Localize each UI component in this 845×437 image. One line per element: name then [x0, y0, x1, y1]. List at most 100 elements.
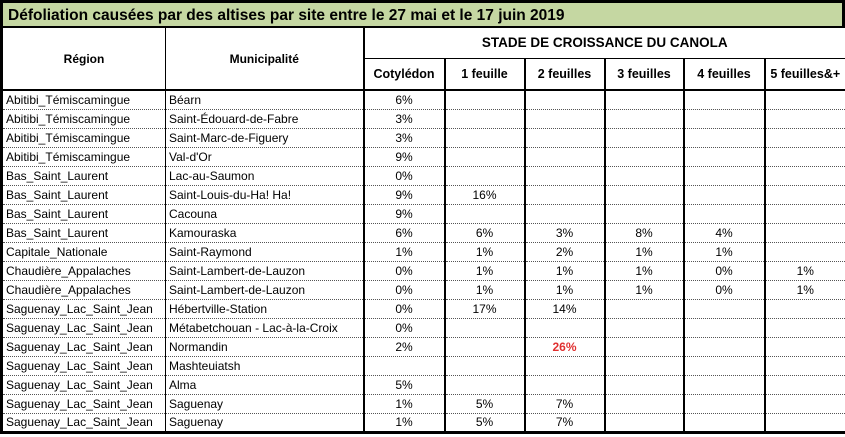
region-cell: Bas_Saint_Laurent [1, 203, 166, 223]
region-cell: Abitibi_Témiscamingue [1, 127, 166, 147]
value-cell [603, 336, 684, 356]
stage-column-header: 2 feuilles [523, 58, 605, 90]
value-cell [603, 374, 684, 394]
municipality-cell: Normandin [165, 336, 365, 356]
value-cell [603, 127, 684, 147]
table-row: Chaudière_Appalaches Saint-Lambert-de-Lau… [1, 260, 845, 280]
value-cell: 0% [362, 298, 445, 318]
value-cell [523, 184, 605, 204]
table-row: Bas_Saint_Laurent Lac-au-Saumon 0% [1, 165, 845, 185]
value-cell: 6% [362, 222, 445, 242]
value-cell: 5% [443, 412, 525, 432]
value-cell: 1% [523, 260, 605, 280]
municipality-cell: Saint-Lambert-de-Lauzon [165, 279, 365, 299]
value-cell [523, 203, 605, 223]
value-cell [443, 374, 525, 394]
value-cell [603, 108, 684, 128]
value-cell: 9% [362, 203, 445, 223]
region-cell: Abitibi_Témiscamingue [1, 108, 166, 128]
value-cell [682, 336, 765, 356]
value-cell: 3% [523, 222, 605, 242]
value-cell: 9% [362, 184, 445, 204]
value-cell: 0% [362, 317, 445, 337]
value-cell: 0% [682, 279, 765, 299]
value-cell [763, 127, 845, 147]
table-header: Région Municipalité STADE DE CROISSANCE … [1, 28, 845, 90]
column-header-region: Région [1, 28, 166, 90]
municipality-cell: Saint-Édouard-de-Fabre [165, 108, 365, 128]
table-body: Abitibi_Témiscamingue Béarn 6% Abitibi_Témi… [1, 90, 845, 432]
stage-column-header: 4 feuilles [682, 58, 765, 90]
region-cell: Bas_Saint_Laurent [1, 184, 166, 204]
table-row: Saguenay_Lac_Saint_Jean Saguenay 1% 5% 7% [1, 393, 845, 413]
column-group-header-stade-croissance: STADE DE CROISSANCE DU CANOLA [363, 28, 845, 59]
table-row: Saguenay_Lac_Saint_Jean Saguenay 1% 5% 7% [1, 412, 845, 432]
value-cell [523, 374, 605, 394]
municipality-cell: Béarn [165, 90, 365, 109]
value-cell [603, 165, 684, 185]
value-cell [763, 336, 845, 356]
value-cell: 0% [362, 279, 445, 299]
value-cell [523, 317, 605, 337]
value-cell [763, 412, 845, 432]
value-cell [682, 127, 765, 147]
value-cell: 1% [362, 412, 445, 432]
value-cell [682, 355, 765, 375]
municipality-cell: Saguenay [165, 393, 365, 413]
value-cell: 6% [443, 222, 525, 242]
value-cell [682, 393, 765, 413]
value-cell: 1% [763, 279, 845, 299]
region-cell: Saguenay_Lac_Saint_Jean [1, 355, 166, 375]
defoliation-table: Région Municipalité STADE DE CROISSANCE … [0, 28, 845, 434]
table-row: Abitibi_Témiscamingue Saint-Édouard-de-Fa… [1, 108, 845, 128]
municipality-cell: Saint-Raymond [165, 241, 365, 261]
value-cell [443, 355, 525, 375]
value-cell [763, 222, 845, 242]
municipality-cell: Saguenay [165, 412, 365, 432]
municipality-cell: Métabetchouan - Lac-à-la-Croix [165, 317, 365, 337]
municipality-cell: Alma [165, 374, 365, 394]
value-cell [763, 355, 845, 375]
value-cell: 3% [362, 127, 445, 147]
value-cell [682, 165, 765, 185]
value-cell: 1% [443, 279, 525, 299]
value-cell [362, 355, 445, 375]
region-cell: Saguenay_Lac_Saint_Jean [1, 412, 166, 432]
value-cell: 8% [603, 222, 684, 242]
value-cell: 0% [362, 260, 445, 280]
value-cell: 16% [443, 184, 525, 204]
value-cell: 5% [443, 393, 525, 413]
municipality-cell: Lac-au-Saumon [165, 165, 365, 185]
value-cell: 5% [362, 374, 445, 394]
value-cell [682, 90, 765, 109]
value-cell: 7% [523, 412, 605, 432]
value-cell [603, 393, 684, 413]
table-row: Bas_Saint_Laurent Saint-Louis-du-Ha! Ha! 9… [1, 184, 845, 204]
region-cell: Chaudière_Appalaches [1, 279, 166, 299]
value-cell [603, 355, 684, 375]
table-row: Bas_Saint_Laurent Cacouna 9% [1, 203, 845, 223]
value-cell [763, 90, 845, 109]
value-cell [443, 90, 525, 109]
table-row: Bas_Saint_Laurent Kamouraska 6% 6% 3% 8% 4% [1, 222, 845, 242]
value-cell [603, 184, 684, 204]
value-cell [682, 146, 765, 166]
value-cell [763, 241, 845, 261]
value-cell: 1% [362, 241, 445, 261]
value-cell: 2% [523, 241, 605, 261]
value-cell [603, 412, 684, 432]
municipality-cell: Saint-Marc-de-Figuery [165, 127, 365, 147]
municipality-cell: Saint-Lambert-de-Lauzon [165, 260, 365, 280]
value-cell [523, 90, 605, 109]
value-cell: 4% [682, 222, 765, 242]
value-cell [682, 374, 765, 394]
value-cell [603, 90, 684, 109]
value-cell: 1% [603, 260, 684, 280]
table-row: Chaudière_Appalaches Saint-Lambert-de-Lau… [1, 279, 845, 299]
value-cell [763, 146, 845, 166]
value-cell [682, 317, 765, 337]
region-cell: Abitibi_Témiscamingue [1, 146, 166, 166]
value-cell [523, 108, 605, 128]
region-cell: Abitibi_Témiscamingue [1, 90, 166, 109]
